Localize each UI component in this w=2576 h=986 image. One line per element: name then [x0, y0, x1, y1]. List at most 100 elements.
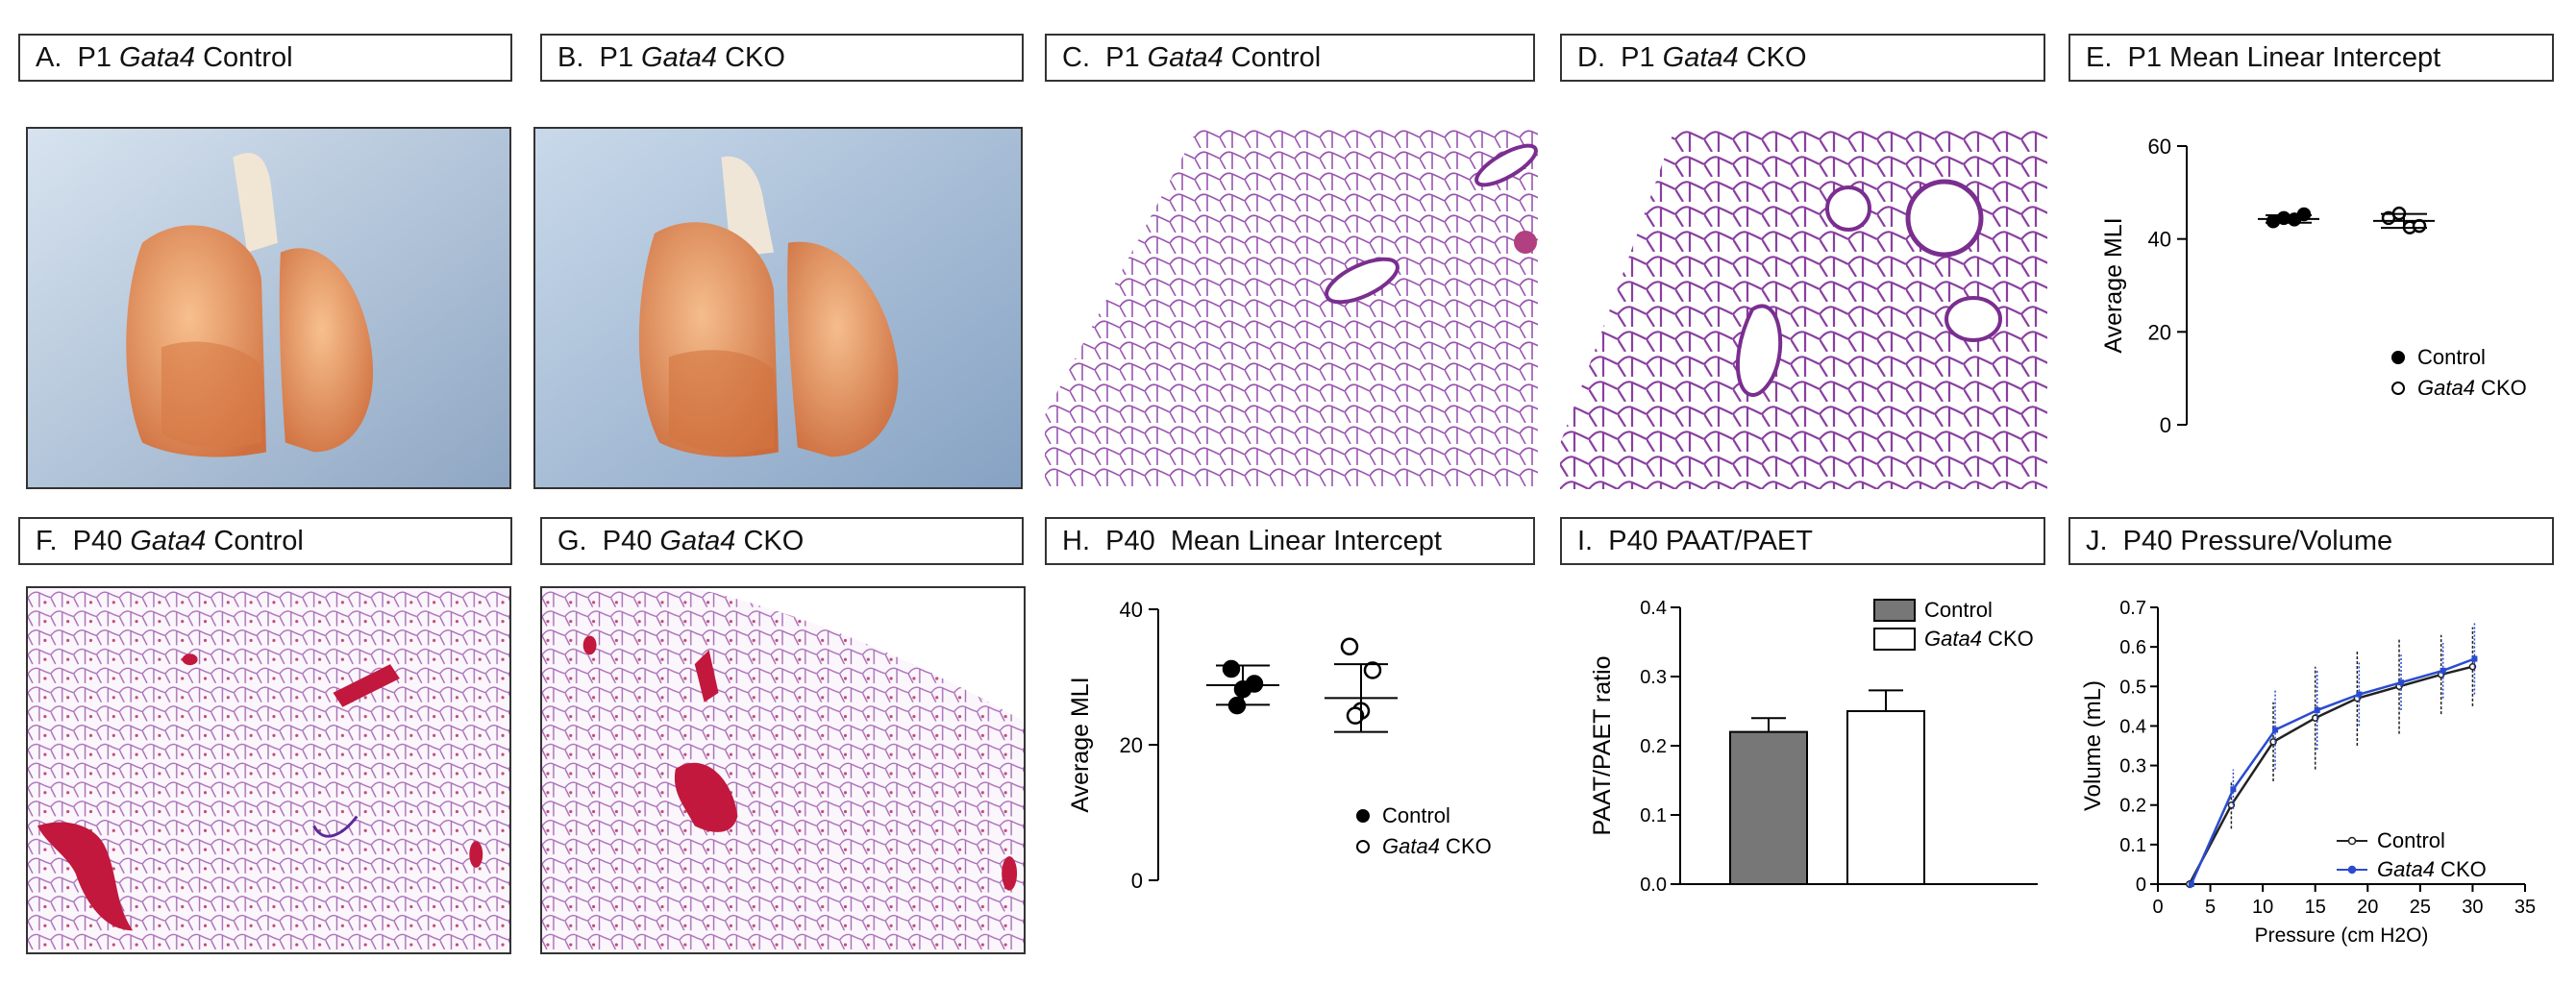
panel-label-d: D. P1 Gata4 CKO: [1560, 34, 2045, 82]
legend-swatch: [1873, 599, 1916, 622]
data-point: [2272, 727, 2279, 733]
bar: [1846, 710, 1925, 885]
data-point: [2412, 218, 2427, 234]
photo-a-lung-control: [26, 127, 511, 489]
label-text: I. P40 PAAT/PAET: [1577, 525, 1813, 556]
legend-swatch: [1873, 628, 1916, 651]
x-tick-label: 15: [2305, 897, 2326, 918]
legend-label: Control: [2377, 828, 2445, 852]
x-tick-label: 20: [2357, 897, 2378, 918]
legend-label: Control: [1924, 598, 1993, 622]
data-point: [1363, 661, 1382, 679]
data-point: [2471, 655, 2478, 662]
label-text: H. P40 Mean Linear Intercept: [1062, 525, 1442, 556]
legend-marker: [2391, 351, 2405, 364]
histology-svg: [1560, 127, 2047, 489]
y-axis-label: Average MLI: [1067, 677, 1094, 812]
histology-svg: [28, 588, 509, 952]
y-tick-label: 0.3: [1640, 667, 1667, 688]
chart-e-mli-p1: 0 20 40 60 Average MLI Control Gata4 CKO: [2071, 135, 2552, 442]
lung-photo-svg: [535, 129, 1021, 487]
label-prefix: B. P1: [557, 41, 642, 73]
y-tick-label: 40: [2148, 228, 2171, 252]
series-line: [2188, 665, 2473, 885]
y-tick-label: 0.1: [1640, 805, 1667, 826]
panel-label-c: C. P1 Gata4 Control: [1045, 34, 1535, 82]
chart-h-svg: 0 20 40 Average MLI Control Gata4 CKO: [1067, 598, 1492, 893]
y-axis-label: Average MLI: [2100, 217, 2127, 353]
label-text: J. P40 Pressure/Volume: [2086, 525, 2393, 556]
y-tick-label: 0: [2160, 413, 2171, 437]
label-gene: Gata4: [1147, 41, 1224, 73]
y-tick-label: 0.6: [2119, 637, 2146, 658]
label-prefix: D. P1: [1577, 41, 1663, 73]
y-axis-label: Volume (mL): [2080, 680, 2106, 811]
y-tick-label: 0.2: [1640, 736, 1667, 757]
label-suffix: CKO: [735, 525, 805, 556]
x-tick-label: 10: [2252, 897, 2273, 918]
label-suffix: CKO: [1738, 41, 1807, 73]
histology-f-p40-control: [26, 586, 511, 954]
panel-label-j: J. P40 Pressure/Volume: [2068, 517, 2554, 565]
histology-svg: [1045, 127, 1538, 489]
data-point: [2468, 662, 2477, 671]
legend-marker: [2347, 836, 2357, 846]
legend-label: Control: [1382, 803, 1450, 827]
series-line: [2190, 657, 2475, 885]
label-prefix: A. P1: [36, 41, 120, 73]
y-tick-label: 0.3: [2119, 756, 2146, 777]
y-tick-label: 40: [1120, 598, 1143, 622]
legend-marker: [1356, 809, 1370, 823]
panel-label-a: A. P1 Gata4 Control: [18, 34, 512, 82]
legend-label: Control: [2417, 345, 2486, 369]
data-point: [2440, 667, 2446, 674]
data-point: [1222, 659, 1241, 678]
x-tick-label: 5: [2205, 897, 2216, 918]
y-tick-label: 0.0: [1640, 875, 1667, 896]
y-tick-label: 0: [1131, 869, 1143, 893]
histology-c-control: [1045, 127, 1538, 489]
y-tick-label: 0: [2136, 875, 2146, 896]
label-prefix: F. P40: [36, 525, 131, 556]
photo-b-lung-cko: [533, 127, 1023, 489]
legend-label: Gata4 CKO: [1924, 627, 2034, 651]
lung-photo-svg: [28, 129, 509, 487]
panel-label-e: E. P1 Mean Linear Intercept: [2068, 34, 2554, 82]
chart-i-svg: 0.0 0.1 0.2 0.3 0.4 PAAT/PAET ratio Control Gat…: [1589, 598, 2038, 896]
legend-label: Gata4 CKO: [2377, 857, 2487, 881]
x-tick-label: 35: [2514, 897, 2536, 918]
y-tick-label: 0.7: [2119, 598, 2146, 619]
data-point: [2398, 679, 2405, 686]
label-suffix: CKO: [717, 41, 785, 73]
histology-svg: [542, 588, 1024, 952]
data-point: [2356, 691, 2363, 698]
bar: [1729, 730, 1808, 885]
label-prefix: C. P1: [1062, 41, 1148, 73]
legend-label: Gata4 CKO: [1382, 834, 1492, 858]
chart-e-svg: 0 20 40 60 Average MLI Control Gata4 CKO: [2100, 135, 2527, 437]
y-tick-label: 60: [2148, 135, 2171, 159]
y-axis-label: PAAT/PAET ratio: [1589, 655, 1616, 835]
label-gene: Gata4: [1662, 41, 1739, 73]
label-suffix: Control: [195, 41, 293, 73]
data-point: [2269, 738, 2277, 746]
panel-label-f: F. P40 Gata4 Control: [18, 517, 512, 565]
data-point: [2230, 786, 2237, 793]
y-tick-label: 20: [1120, 733, 1143, 757]
x-axis-label: Pressure (cm H2O): [2255, 924, 2429, 947]
label-gene: Gata4: [119, 41, 196, 73]
chart-j-pressure-volume: 0 0.1 0.2 0.3 0.4 0.5 0.6 0.7 0 5 10 15 20 25 30 35 Pres…: [2071, 588, 2562, 953]
chart-i-paat-paet: 0.0 0.1 0.2 0.3 0.4 PAAT/PAET ratio Control Gat…: [1567, 588, 2047, 905]
label-text: E. P1 Mean Linear Intercept: [2086, 41, 2441, 73]
y-tick-label: 0.1: [2119, 835, 2146, 856]
label-gene: Gata4: [659, 525, 736, 556]
y-tick-label: 0.2: [2119, 796, 2146, 817]
x-tick-label: 0: [2152, 897, 2163, 918]
legend-marker: [2347, 865, 2357, 875]
chart-j-svg: 0 0.1 0.2 0.3 0.4 0.5 0.6 0.7 0 5 10 15 20 25 30 35 Pres…: [2080, 598, 2536, 947]
data-point: [2311, 714, 2319, 722]
data-point: [1346, 706, 1365, 725]
data-point: [2314, 706, 2320, 713]
y-tick-label: 20: [2148, 320, 2171, 344]
panel-label-i: I. P40 PAAT/PAET: [1560, 517, 2045, 565]
